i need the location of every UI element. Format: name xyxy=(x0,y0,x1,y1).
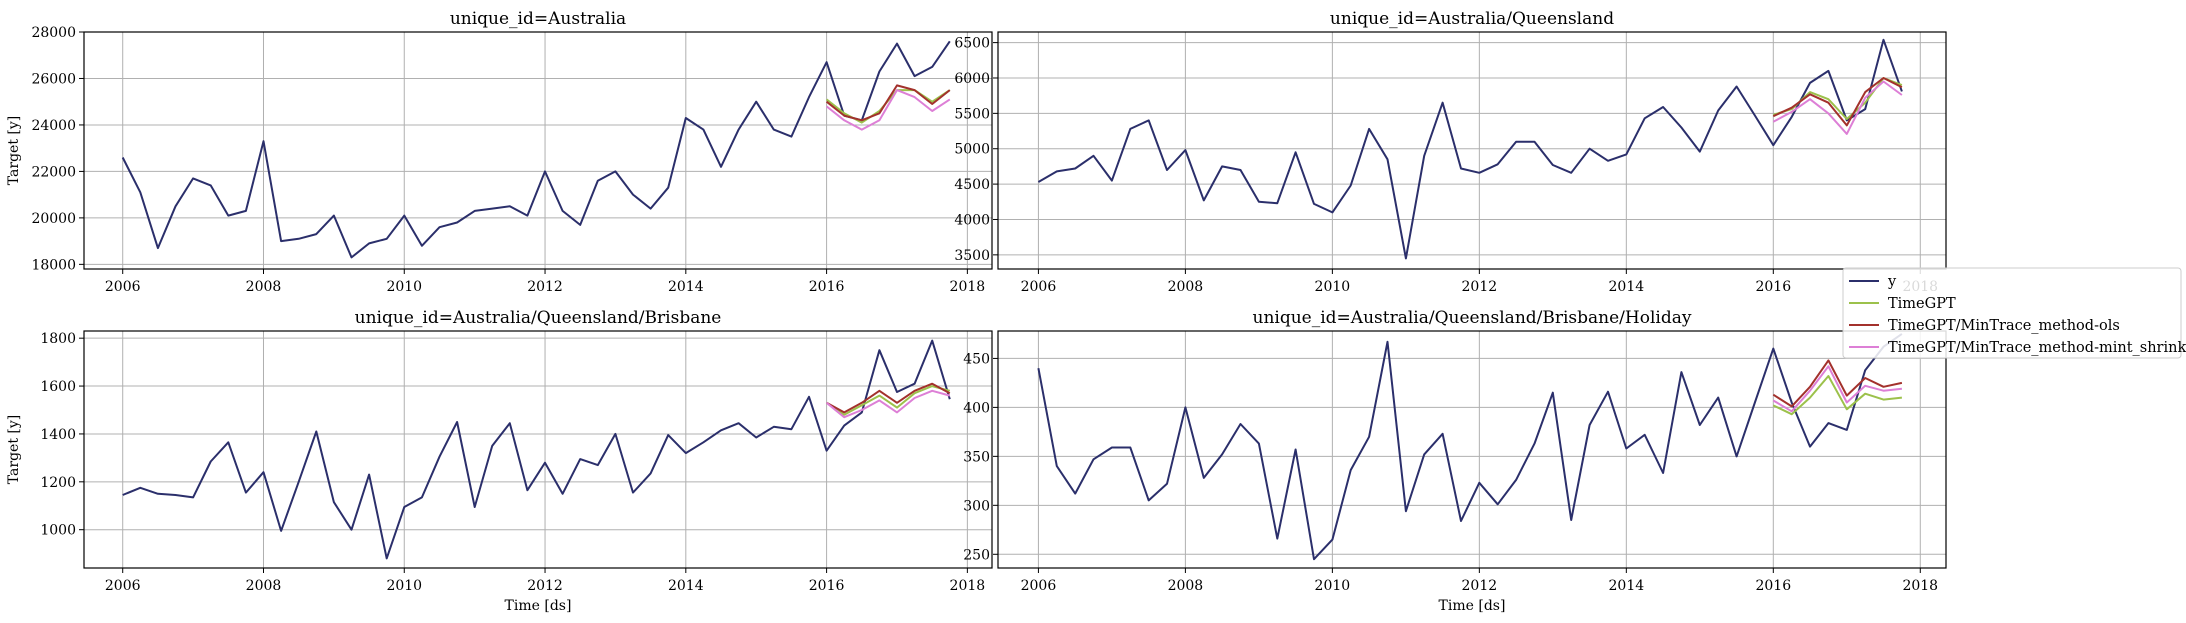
legend: y TimeGPT TimeGPT/MinTrace_method-ols TimeG… xyxy=(1842,267,2186,359)
y-tick-label: 18000 xyxy=(31,257,76,273)
x-tick-label: 2012 xyxy=(1462,279,1498,295)
y-tick-label: 1200 xyxy=(40,475,76,491)
subplot-title: unique_id=Australia/Queensland/Brisbane/… xyxy=(1253,308,1692,328)
x-tick-label: 2008 xyxy=(1168,578,1204,594)
x-tick-label: 2008 xyxy=(246,279,282,295)
y-tick-label: 400 xyxy=(963,400,990,416)
x-tick-label: 2012 xyxy=(527,279,563,295)
legend-label: y xyxy=(1887,274,1897,290)
y-tick-label: 20000 xyxy=(31,211,76,227)
x-tick-label: 2016 xyxy=(809,279,845,295)
ticks: 2006 2008 2010 2012 2014 2016 2018 18000 20000 22… xyxy=(31,25,985,295)
y-tick-label: 24000 xyxy=(31,118,76,134)
series-line-y xyxy=(122,339,951,560)
ticks: 2006 2008 2010 2012 2014 2016 2018 250 300 350 400… xyxy=(963,351,1938,594)
series-line-timegpt-mintrace-method-ols xyxy=(825,84,951,122)
x-tick-label: 2014 xyxy=(1609,578,1645,594)
x-tick-label: 2018 xyxy=(950,279,986,295)
series-line-timegpt-mintrace-method-mint-shrink xyxy=(825,389,951,419)
y-tick-label: 350 xyxy=(963,449,990,465)
ticks: 2006200820102012201420162018350040004500… xyxy=(954,36,1938,295)
axes-frame xyxy=(83,31,993,270)
x-tick-label: 2006 xyxy=(1021,279,1057,295)
subplot-3: 2006 2008 2010 2012 2014 2016 2018 1000 1200 1400… xyxy=(6,308,993,614)
series-line-timegpt xyxy=(826,385,951,416)
x-tick-label: 2006 xyxy=(105,578,141,594)
series-line-y xyxy=(1037,333,1903,561)
y-tick-label: 5500 xyxy=(954,106,990,122)
y-tick-label: 1400 xyxy=(40,427,76,443)
grid xyxy=(998,331,1946,568)
series-line-timegpt-mintrace-method-ols xyxy=(1772,77,1903,127)
x-tick-label: 2018 xyxy=(950,578,986,594)
legend-box xyxy=(1842,267,2182,359)
y-tick-label: 450 xyxy=(963,351,990,367)
x-tick-label: 2008 xyxy=(246,578,282,594)
x-tick-label: 2006 xyxy=(105,279,141,295)
y-tick-label: 3500 xyxy=(954,248,990,264)
x-tick-label: 2016 xyxy=(1755,578,1791,594)
subplot-1: 2006 2008 2010 2012 2014 2016 2018 18000 20000 22… xyxy=(6,9,993,295)
subplot-2: 2006200820102012201420162018350040004500… xyxy=(954,9,1947,295)
y-tick-label: 300 xyxy=(963,498,990,514)
grid xyxy=(998,32,1946,269)
x-axis-label: Time [ds] xyxy=(505,598,572,614)
axes-frame xyxy=(83,330,993,569)
x-tick-label: 2012 xyxy=(1462,578,1498,594)
series xyxy=(1037,38,1903,260)
y-axis-label: Target [y] xyxy=(6,415,22,484)
x-tick-label: 2006 xyxy=(1021,578,1057,594)
grid xyxy=(84,331,992,568)
y-tick-label: 26000 xyxy=(31,71,76,87)
subplot-4: 2006 2008 2010 2012 2014 2016 2018 250 300 350 400… xyxy=(963,308,1947,614)
y-tick-label: 4500 xyxy=(954,177,990,193)
y-tick-label: 1000 xyxy=(40,523,76,539)
series-line-timegpt-mintrace-method-mint-shrink xyxy=(1772,80,1903,135)
legend-label: TimeGPT/MinTrace_method-ols xyxy=(1888,318,2120,334)
x-tick-label: 2010 xyxy=(386,279,422,295)
y-tick-label: 6500 xyxy=(954,36,990,52)
subplot-title: unique_id=Australia xyxy=(450,9,626,29)
x-tick-label: 2010 xyxy=(1315,279,1351,295)
legend-label: TimeGPT/MinTrace_method-mint_shrink xyxy=(1888,340,2186,356)
series-line-timegpt-mintrace-method-mint-shrink xyxy=(825,89,951,131)
series-line-y xyxy=(121,40,951,259)
series xyxy=(121,40,951,259)
series-line-timegpt xyxy=(1772,375,1903,416)
y-tick-label: 5000 xyxy=(954,142,990,158)
axes-frame xyxy=(997,31,1947,270)
y-tick-label: 4000 xyxy=(954,212,990,228)
y-tick-label: 28000 xyxy=(31,25,76,41)
x-tick-label: 2018 xyxy=(1902,578,1938,594)
legend-label: TimeGPT xyxy=(1888,296,1956,312)
series xyxy=(122,339,951,560)
ticks: 2006 2008 2010 2012 2014 2016 2018 1000 1200 1400… xyxy=(40,331,985,594)
x-tick-label: 2010 xyxy=(386,578,422,594)
x-tick-label: 2014 xyxy=(1609,279,1645,295)
y-tick-label: 1600 xyxy=(40,379,76,395)
y-tick-label: 6000 xyxy=(954,71,990,87)
y-axis-label: Target [y] xyxy=(6,116,22,185)
x-tick-label: 2014 xyxy=(668,578,704,594)
series-line-y xyxy=(1037,38,1903,260)
series-line-timegpt-mintrace-method-ols xyxy=(826,382,951,414)
y-tick-label: 250 xyxy=(963,547,990,563)
x-tick-label: 2016 xyxy=(809,578,845,594)
x-tick-label: 2014 xyxy=(668,279,704,295)
subplot-title: unique_id=Australia/Queensland/Brisbane xyxy=(355,308,722,328)
grid xyxy=(84,31,992,269)
axes-frame xyxy=(997,330,1947,569)
series-line-timegpt-mintrace-method-mint-shrink xyxy=(1772,365,1903,413)
x-tick-label: 2012 xyxy=(527,578,563,594)
x-tick-label: 2010 xyxy=(1315,578,1351,594)
x-tick-label: 2016 xyxy=(1755,279,1791,295)
y-tick-label: 22000 xyxy=(31,164,76,180)
y-tick-label: 1800 xyxy=(40,331,76,347)
series xyxy=(1037,333,1903,561)
x-axis-label: Time [ds] xyxy=(1439,598,1506,614)
x-tick-label: 2008 xyxy=(1168,279,1204,295)
subplot-title: unique_id=Australia/Queensland xyxy=(1330,9,1614,29)
series-line-timegpt-mintrace-method-ols xyxy=(1772,359,1903,408)
